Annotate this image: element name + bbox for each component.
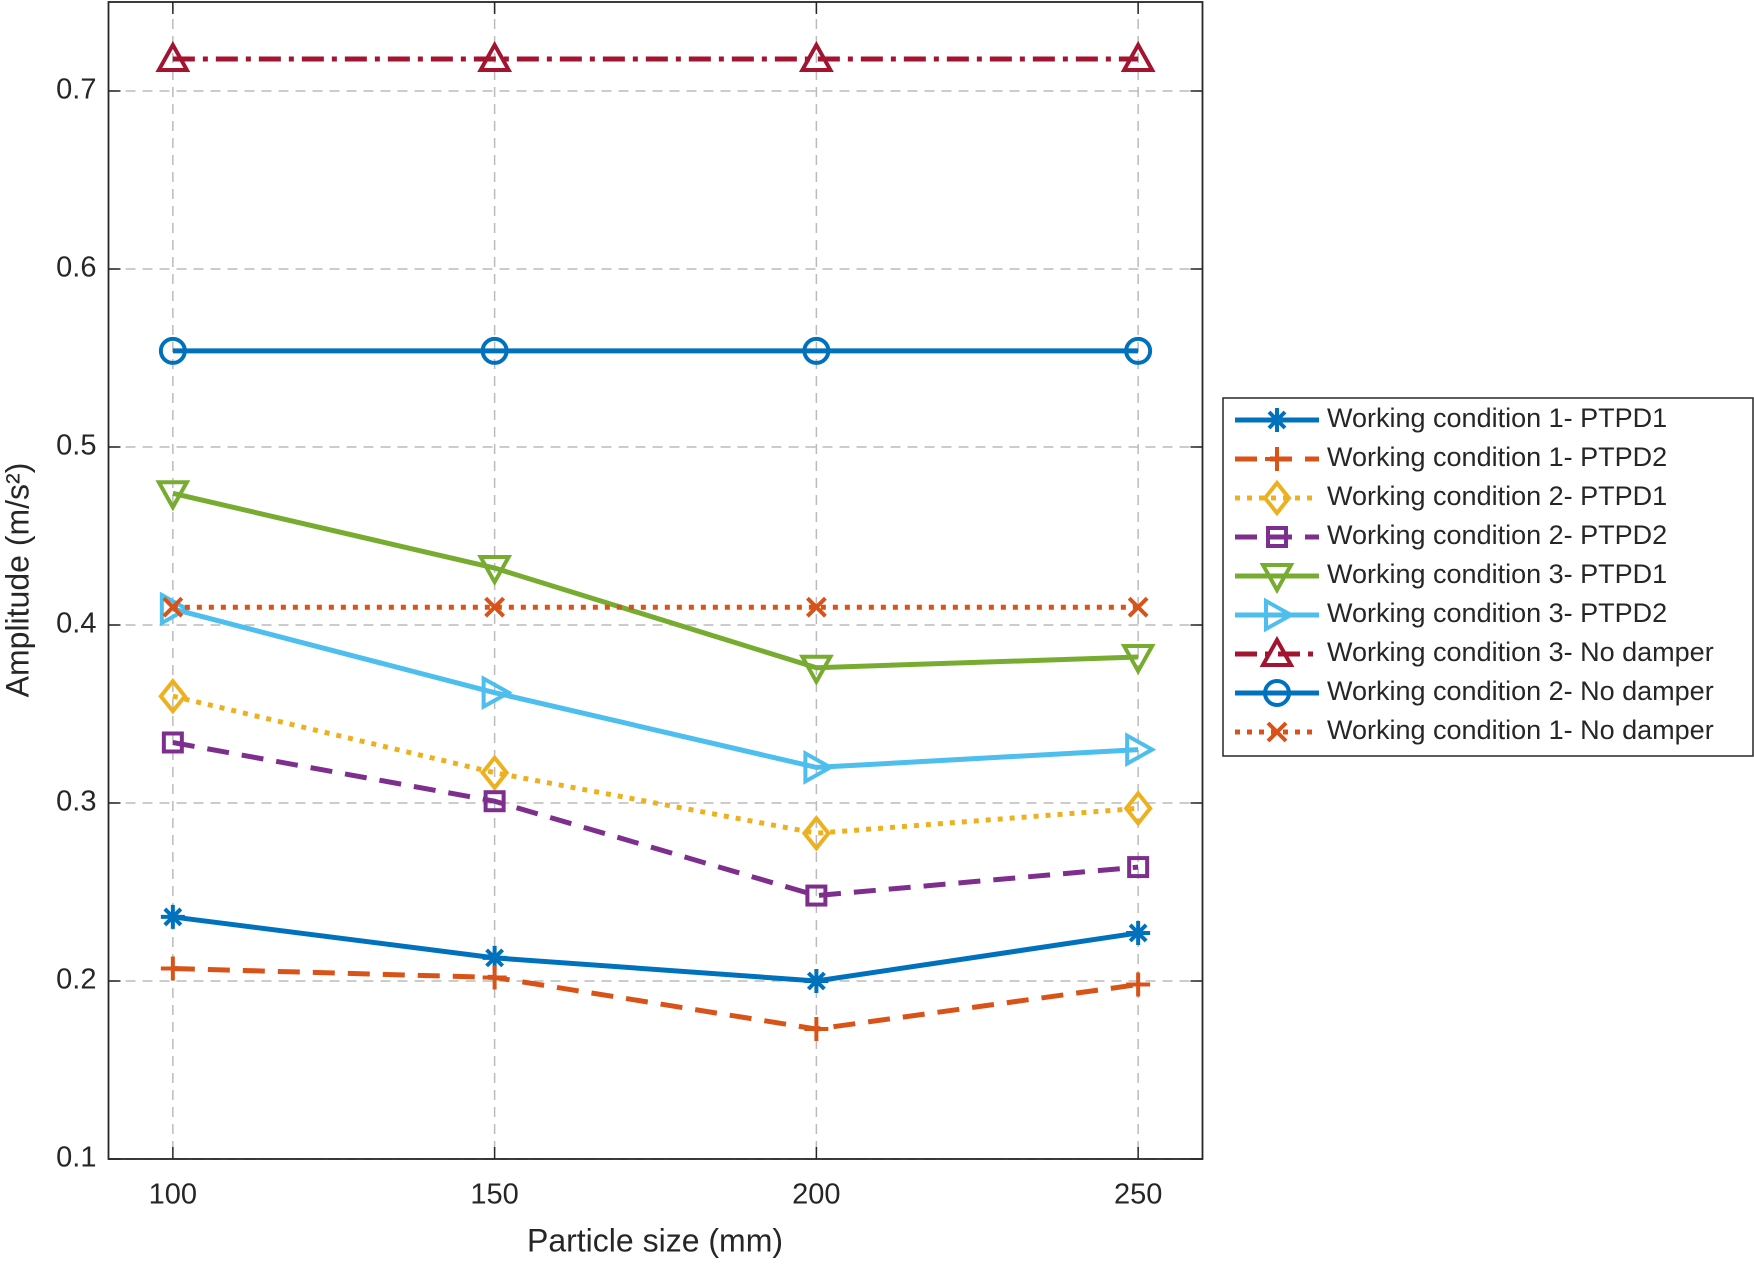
- marker: [804, 969, 829, 993]
- marker: [477, 40, 513, 72]
- marker: [480, 336, 509, 365]
- series-line: [172, 966, 1139, 1032]
- marker: [801, 815, 831, 852]
- legend-label: Working condition 1- No damper: [1327, 715, 1714, 745]
- marker: [805, 884, 828, 907]
- legend: Working condition 1- PTPD1 Working condit…: [1222, 397, 1754, 757]
- legend-label: Working condition 1- PTPD2: [1327, 442, 1667, 472]
- marker: [1124, 336, 1153, 365]
- marker: [159, 591, 191, 627]
- marker: [162, 596, 184, 618]
- marker: [802, 336, 831, 365]
- y-tick-label: 0.2: [56, 964, 96, 996]
- y-tick-label: 0.4: [56, 608, 96, 640]
- legend-label: Working condition 2- PTPD1: [1327, 481, 1667, 511]
- marker: [805, 596, 827, 618]
- marker: [803, 749, 835, 785]
- y-tick-label: 0.1: [56, 1142, 96, 1174]
- marker: [482, 945, 507, 970]
- legend-marker: [1264, 597, 1296, 633]
- marker: [1125, 732, 1157, 768]
- marker: [160, 904, 185, 929]
- marker: [158, 677, 188, 715]
- legend-label: Working condition 3- PTPD1: [1327, 559, 1667, 589]
- marker: [482, 965, 507, 990]
- legend-marker: [1265, 447, 1289, 471]
- marker: [477, 555, 513, 587]
- x-tick-label: 100: [149, 1179, 197, 1211]
- marker: [798, 40, 834, 72]
- series-line: [172, 740, 1139, 899]
- series-line: [172, 693, 1139, 836]
- y-tick-label: 0.7: [56, 74, 96, 106]
- legend-marker: [1263, 679, 1291, 707]
- legend-label: Working condition 3- PTPD2: [1327, 598, 1667, 628]
- marker: [481, 675, 513, 711]
- marker: [155, 480, 191, 512]
- marker: [1120, 40, 1156, 72]
- marker: [1126, 920, 1151, 945]
- marker: [1126, 972, 1151, 997]
- y-tick-label: 0.6: [56, 252, 96, 284]
- x-axis-label: Particle size (mm): [527, 1222, 783, 1258]
- legend-marker: [1265, 408, 1289, 432]
- marker: [155, 40, 191, 72]
- y-axis-label: Amplitude (m/s²): [0, 463, 35, 698]
- legend-label: Working condition 2- PTPD2: [1327, 520, 1667, 550]
- legend-label: Working condition 1- PTPD1: [1327, 403, 1667, 433]
- legend-marker: [1266, 526, 1288, 548]
- series-line: [172, 606, 1139, 770]
- x-tick-label: 150: [470, 1179, 518, 1211]
- marker: [1127, 856, 1150, 879]
- series-line: [172, 914, 1139, 984]
- marker: [480, 754, 510, 791]
- y-tick-label: 0.5: [56, 430, 96, 462]
- marker: [804, 1017, 829, 1042]
- legend-label: Working condition 2- No damper: [1327, 676, 1714, 706]
- marker: [1127, 596, 1149, 618]
- marker: [161, 731, 184, 754]
- legend-marker: [1266, 721, 1288, 743]
- marker: [1120, 644, 1156, 676]
- legend-label: Working condition 3- No damper: [1327, 637, 1714, 667]
- legend-marker: [1259, 563, 1295, 595]
- plot-frame: [107, 1, 1204, 1160]
- marker: [1123, 790, 1153, 827]
- marker: [483, 790, 506, 813]
- marker: [798, 654, 834, 686]
- x-tick-label: 250: [1114, 1179, 1162, 1211]
- y-tick-label: 0.3: [56, 786, 96, 818]
- x-tick-label: 200: [792, 1179, 840, 1211]
- marker: [160, 956, 185, 981]
- series-line: [172, 490, 1139, 671]
- marker: [484, 596, 506, 618]
- legend-marker: [1262, 479, 1292, 517]
- legend-marker: [1259, 635, 1295, 667]
- marker: [158, 336, 187, 365]
